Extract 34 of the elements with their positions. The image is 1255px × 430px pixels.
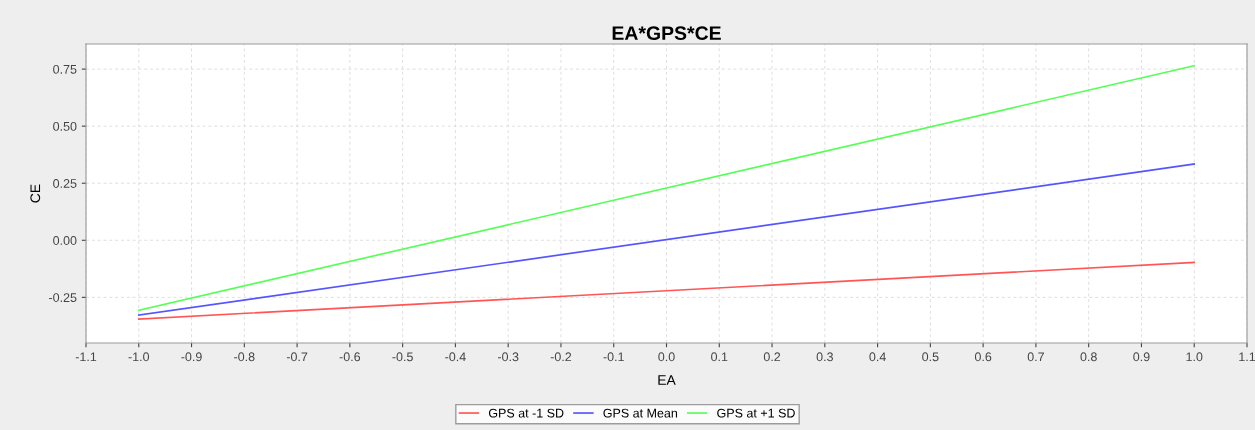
x-tick-label: 0.1	[711, 352, 728, 362]
x-tick-label: 0.2	[763, 352, 781, 362]
x-tick-label: -1.1	[75, 352, 97, 362]
x-tick-label: -0.2	[550, 352, 572, 362]
y-tick-label: -0.25	[49, 293, 77, 302]
x-tick-label: 0.4	[869, 352, 886, 362]
y-tick-label: 0.50	[53, 121, 77, 131]
x-tick-label: 0.8	[1080, 352, 1097, 362]
x-tick-label: -0.8	[234, 352, 255, 362]
y-tick-label: 0.00	[53, 236, 77, 245]
x-tick-label: 1.1	[1239, 352, 1255, 362]
x-tick-label: -0.9	[181, 352, 202, 362]
x-tick-label: -0.7	[286, 352, 308, 362]
x-tick-label: -0.5	[392, 352, 413, 362]
x-tick-label: 1.0	[1186, 352, 1203, 362]
x-tick-label: -0.6	[339, 352, 361, 362]
chart-title: EA*GPS*CE	[612, 26, 721, 41]
x-tick-label: -0.4	[445, 352, 466, 362]
x-tick-label: 0.0	[658, 352, 675, 362]
y-tick-label: 0.25	[53, 179, 77, 188]
x-axis-title: EA	[658, 375, 676, 385]
x-tick-label: 0.6	[974, 352, 992, 362]
x-tick-label: 0.5	[922, 352, 939, 362]
legend-label: GPS at -1 SD	[488, 408, 564, 418]
x-tick-label: -0.3	[497, 352, 519, 362]
x-tick-label: -1.0	[128, 352, 150, 362]
x-tick-label: 0.9	[1133, 352, 1150, 362]
y-tick-label: 0.75	[53, 64, 77, 74]
x-tick-label: -0.1	[603, 352, 624, 362]
legend-label: GPS at +1 SD	[717, 408, 795, 418]
x-tick-label: 0.3	[816, 352, 833, 362]
y-axis-title: CE	[30, 184, 41, 203]
x-tick-label: 0.7	[1027, 352, 1044, 362]
legend-label: GPS at Mean	[603, 408, 678, 418]
